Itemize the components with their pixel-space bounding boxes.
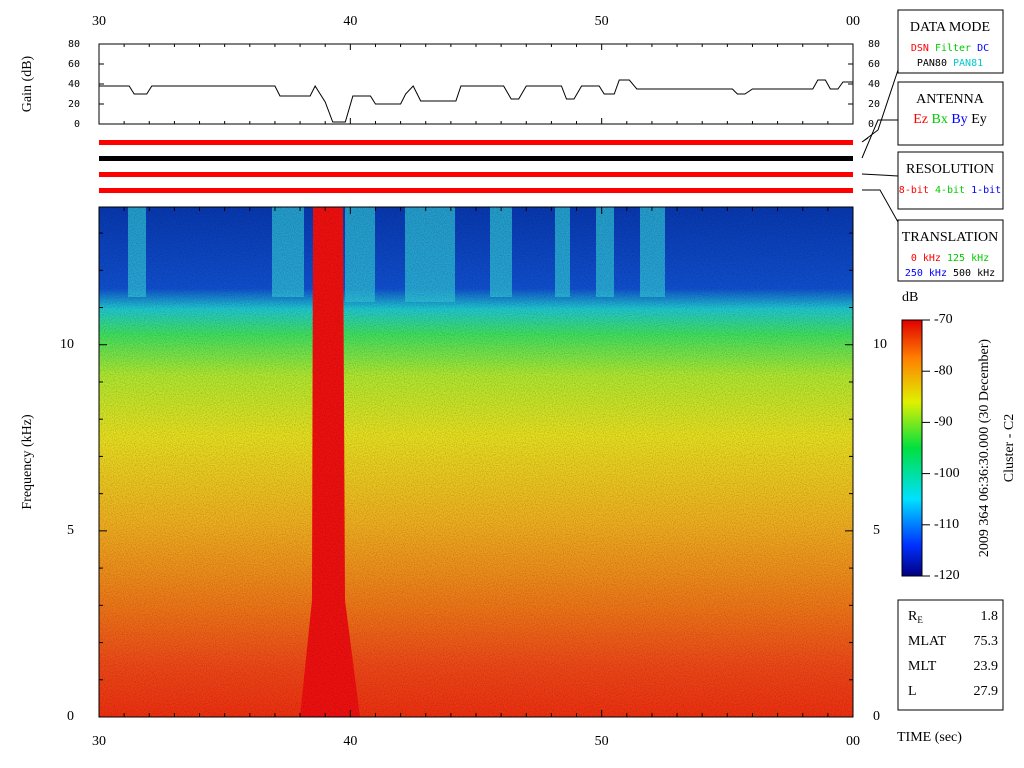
data_mode-row: DSN Filter DC — [911, 43, 989, 54]
x-tick-label: 40 — [343, 14, 357, 29]
data_mode-row: PAN80 PAN81 — [917, 58, 983, 69]
info-label: MLT — [908, 659, 937, 674]
data_mode-item: PAN80 — [917, 58, 947, 69]
frequency-label: Frequency (kHz) — [20, 414, 35, 510]
info-name: MLAT — [908, 634, 947, 649]
freq-tick-label: 5 — [873, 523, 880, 538]
freq-tick-label: 5 — [67, 523, 74, 538]
x-tick-label: 50 — [595, 734, 609, 749]
data_mode-item: PAN81 — [953, 58, 983, 69]
colorbar — [901, 319, 923, 577]
info-name: MLT — [908, 659, 937, 674]
resolution-item: 8-bit — [899, 185, 929, 196]
gain-tick-label: 60 — [68, 59, 80, 70]
translation-row: 0 kHz 125 kHz — [911, 253, 989, 264]
gain-tick-label: 40 — [68, 79, 80, 90]
spectrogram-image — [98, 206, 854, 718]
colorbar-tick-label: -70 — [934, 312, 953, 327]
freq-tick-label: 0 — [67, 709, 74, 724]
gain-tick-label: 60 — [868, 59, 880, 70]
x-tick-label: 00 — [846, 14, 860, 29]
translation-item: 0 kHz — [911, 253, 941, 264]
info-value: 75.3 — [974, 634, 999, 649]
translation-item: 250 kHz — [905, 268, 947, 279]
info-label: RE — [908, 609, 923, 625]
antenna-title: ANTENNA — [916, 92, 985, 107]
antenna-item: By — [951, 112, 967, 127]
translation-title: TRANSLATION — [902, 230, 998, 245]
resolution-row: 8-bit 4-bit 1-bit — [899, 185, 1001, 196]
info-name: L — [908, 684, 917, 699]
resolution-box — [897, 151, 1004, 210]
translation-row: 250 kHz 500 kHz — [905, 268, 995, 279]
antenna-box — [897, 81, 1004, 146]
antenna-item: Ez — [913, 112, 928, 127]
x-tick-label: 00 — [846, 734, 860, 749]
colorbar-tick-label: -110 — [934, 517, 959, 532]
info-name: R — [908, 609, 918, 624]
colorbar-unit: dB — [902, 290, 918, 305]
data_mode-item: DC — [977, 43, 989, 54]
spacecraft: Cluster - C2 — [1002, 414, 1017, 482]
gain-tick-label: 20 — [868, 99, 880, 110]
gain-tick-label: 40 — [868, 79, 880, 90]
gain-tick-label: 80 — [68, 39, 80, 50]
time-label: TIME (sec) — [897, 730, 962, 745]
resolution-title: RESOLUTION — [906, 162, 994, 177]
info-value: 23.9 — [974, 659, 999, 674]
gain-tick-label: 0 — [868, 119, 874, 130]
info-value: 27.9 — [974, 684, 999, 699]
channel-bars — [99, 140, 853, 193]
translation-item: 125 kHz — [947, 253, 989, 264]
colorbar-tick-label: -80 — [934, 363, 953, 378]
data_mode-box — [897, 9, 1004, 74]
x-tick-label: 40 — [343, 734, 357, 749]
x-tick-label: 30 — [92, 734, 106, 749]
antenna-item: Ey — [971, 112, 987, 127]
translation-box — [897, 219, 1004, 282]
colorbar-tick-label: -120 — [934, 568, 960, 583]
antenna-row: Ez Bx By Ey — [913, 112, 987, 127]
colorbar-tick-label: -90 — [934, 415, 953, 430]
gain-tick-label: 0 — [74, 119, 80, 130]
resolution-item: 4-bit — [935, 185, 965, 196]
colorbar-tick-label: -100 — [934, 466, 960, 481]
info-label: MLAT — [908, 634, 947, 649]
freq-tick-label: 0 — [873, 709, 880, 724]
resolution-item: 1-bit — [971, 185, 1001, 196]
gain-tick-label: 80 — [868, 39, 880, 50]
antenna-item: Bx — [932, 112, 948, 127]
side-title: 2009 364 06:36:30.000 (30 December) — [977, 339, 992, 557]
gain-line — [99, 79, 853, 123]
data_mode-title: DATA MODE — [910, 20, 990, 35]
freq-tick-label: 10 — [60, 337, 74, 352]
freq-tick-label: 10 — [873, 337, 887, 352]
data_mode-item: DSN — [911, 43, 929, 54]
data_mode-item: Filter — [935, 43, 971, 54]
connectors — [861, 69, 899, 223]
info-value: 1.8 — [981, 609, 999, 624]
gain-tick-label: 20 — [68, 99, 80, 110]
gain-label: Gain (dB) — [20, 55, 35, 112]
translation-item: 500 kHz — [953, 268, 995, 279]
info-label: L — [908, 684, 917, 699]
gain-frame — [98, 43, 854, 125]
x-tick-label: 30 — [92, 14, 106, 29]
info-box — [897, 599, 1004, 711]
info-sub: E — [917, 615, 923, 625]
x-tick-label: 50 — [595, 14, 609, 29]
